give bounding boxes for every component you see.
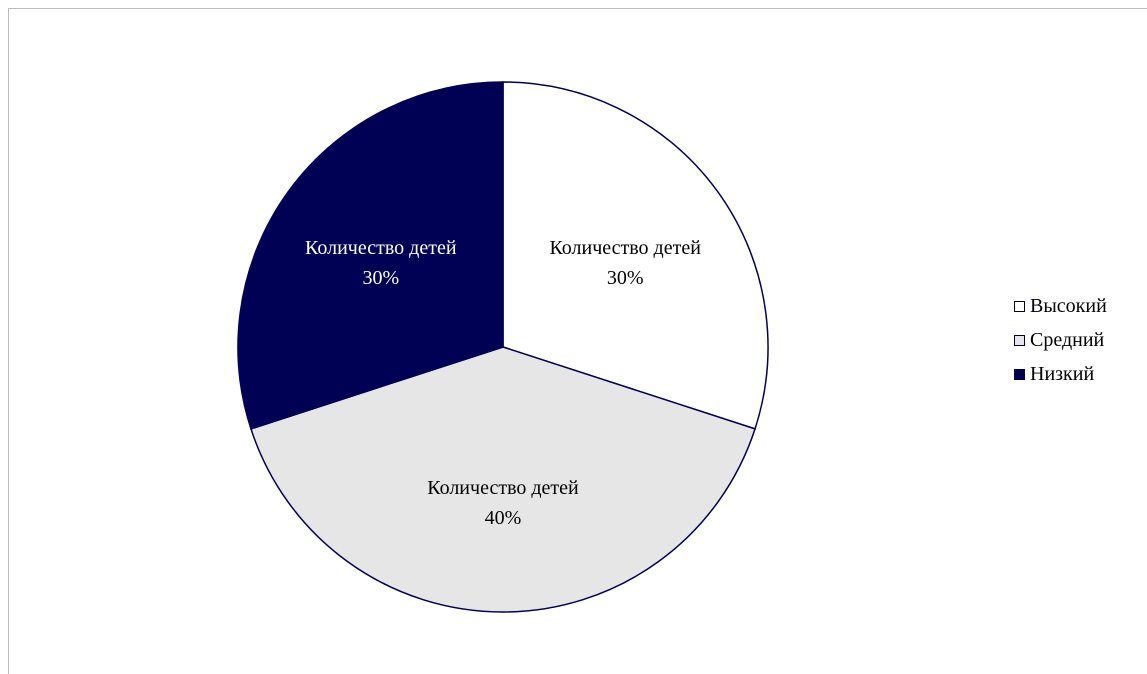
legend-label-high: Высокий	[1030, 295, 1107, 317]
legend-item-high: Высокий	[1014, 289, 1144, 323]
pie-slice-high	[502, 81, 769, 430]
slice-percent-low: 30%	[362, 267, 399, 289]
legend-label-low: Низкий	[1030, 363, 1095, 385]
slice-percent-high: 30%	[607, 267, 644, 289]
pie-slice-low	[237, 81, 504, 430]
slice-label-medium: Количество детей	[427, 477, 579, 499]
legend-item-low: Низкий	[1014, 357, 1144, 391]
legend: Высокий Средний Низкий	[1014, 289, 1144, 391]
legend-swatch-high	[1014, 300, 1025, 312]
pie-slice-medium	[250, 346, 756, 613]
legend-item-medium: Средний	[1014, 323, 1144, 357]
legend-swatch-medium	[1014, 334, 1025, 346]
legend-label-medium: Средний	[1030, 329, 1105, 351]
slice-percent-medium: 40%	[485, 507, 522, 529]
legend-swatch-low	[1014, 368, 1025, 380]
slice-label-low: Количество детей	[305, 237, 457, 259]
slice-label-high: Количество детей	[549, 237, 701, 259]
